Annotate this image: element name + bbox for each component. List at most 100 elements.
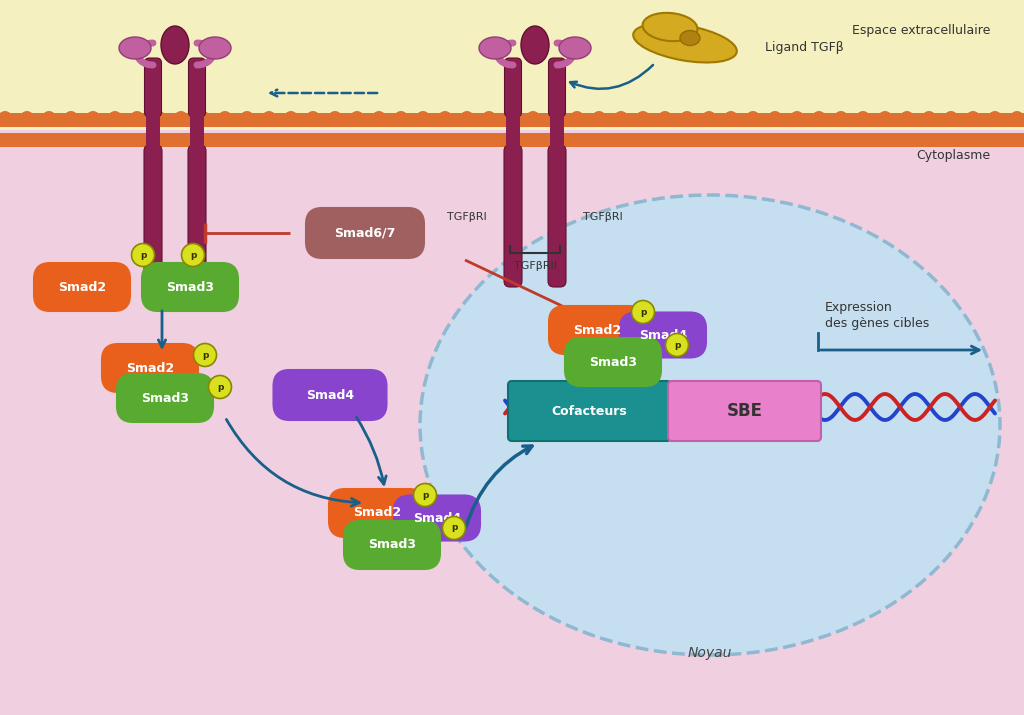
Circle shape: [284, 111, 298, 125]
Circle shape: [526, 133, 540, 147]
Circle shape: [548, 111, 562, 125]
Ellipse shape: [559, 37, 591, 59]
FancyBboxPatch shape: [117, 374, 213, 422]
Circle shape: [42, 133, 56, 147]
Circle shape: [570, 111, 584, 125]
Circle shape: [218, 133, 232, 147]
FancyBboxPatch shape: [273, 370, 386, 420]
Bar: [0, 113, 1024, 127]
Circle shape: [636, 111, 650, 125]
Circle shape: [966, 111, 980, 125]
Circle shape: [632, 300, 654, 323]
FancyBboxPatch shape: [306, 208, 424, 258]
Text: p: p: [640, 307, 646, 317]
Circle shape: [636, 133, 650, 147]
Circle shape: [614, 111, 628, 125]
Bar: [146, 95, 160, 150]
Circle shape: [240, 111, 254, 125]
Circle shape: [20, 111, 34, 125]
Circle shape: [350, 133, 364, 147]
Circle shape: [482, 133, 496, 147]
Circle shape: [988, 133, 1002, 147]
FancyBboxPatch shape: [549, 58, 565, 117]
Circle shape: [152, 111, 166, 125]
Bar: [190, 95, 204, 150]
Circle shape: [570, 133, 584, 147]
Circle shape: [20, 133, 34, 147]
Circle shape: [438, 133, 452, 147]
Circle shape: [878, 111, 892, 125]
Circle shape: [702, 133, 716, 147]
Text: p: p: [451, 523, 457, 533]
Text: p: p: [674, 340, 680, 350]
Circle shape: [922, 111, 936, 125]
Circle shape: [768, 133, 782, 147]
Circle shape: [460, 111, 474, 125]
Ellipse shape: [119, 37, 151, 59]
Text: p: p: [189, 250, 197, 260]
Circle shape: [181, 244, 205, 267]
Text: Smad2: Smad2: [353, 506, 401, 520]
Text: Smad4: Smad4: [639, 328, 687, 342]
Circle shape: [504, 111, 518, 125]
Circle shape: [131, 244, 155, 267]
Circle shape: [306, 133, 321, 147]
Circle shape: [0, 133, 12, 147]
Circle shape: [328, 111, 342, 125]
Bar: [0, 0, 1024, 130]
Circle shape: [108, 133, 122, 147]
Circle shape: [194, 343, 216, 367]
FancyArrowPatch shape: [356, 418, 386, 484]
Circle shape: [658, 133, 672, 147]
Circle shape: [86, 133, 100, 147]
Circle shape: [548, 133, 562, 147]
Circle shape: [944, 111, 958, 125]
Text: Smad4: Smad4: [413, 511, 461, 525]
Text: Smad3: Smad3: [166, 280, 214, 293]
Circle shape: [262, 111, 276, 125]
Text: Smad2: Smad2: [573, 323, 622, 337]
Circle shape: [240, 133, 254, 147]
Circle shape: [65, 133, 78, 147]
Circle shape: [1010, 133, 1024, 147]
Bar: [550, 95, 564, 150]
Circle shape: [350, 111, 364, 125]
Ellipse shape: [643, 13, 697, 41]
FancyBboxPatch shape: [188, 145, 206, 287]
Circle shape: [108, 111, 122, 125]
FancyArrowPatch shape: [226, 420, 359, 506]
Circle shape: [944, 133, 958, 147]
FancyBboxPatch shape: [329, 489, 425, 537]
Circle shape: [460, 133, 474, 147]
Text: Smad3: Smad3: [589, 355, 637, 368]
Text: Expression
des gènes cibles: Expression des gènes cibles: [825, 300, 929, 330]
Bar: [506, 95, 520, 150]
FancyBboxPatch shape: [394, 495, 480, 541]
Circle shape: [790, 133, 804, 147]
Text: p: p: [202, 350, 208, 360]
Text: Ligand TGFβ: Ligand TGFβ: [765, 41, 844, 54]
Circle shape: [592, 111, 606, 125]
Text: Smad3: Smad3: [141, 392, 189, 405]
Text: TGFβRI: TGFβRI: [447, 212, 487, 222]
Circle shape: [658, 111, 672, 125]
Circle shape: [768, 111, 782, 125]
Circle shape: [834, 133, 848, 147]
Circle shape: [1010, 111, 1024, 125]
Circle shape: [526, 111, 540, 125]
Circle shape: [218, 111, 232, 125]
FancyBboxPatch shape: [504, 145, 522, 287]
Text: TGFβRII: TGFβRII: [513, 261, 556, 271]
Ellipse shape: [199, 37, 231, 59]
FancyBboxPatch shape: [620, 312, 706, 358]
Circle shape: [680, 133, 694, 147]
Circle shape: [438, 111, 452, 125]
Circle shape: [790, 111, 804, 125]
Bar: [0, 130, 1024, 715]
Ellipse shape: [521, 26, 549, 64]
Circle shape: [196, 111, 210, 125]
Circle shape: [680, 111, 694, 125]
FancyBboxPatch shape: [344, 521, 440, 569]
Text: Smad2: Smad2: [58, 280, 106, 293]
Ellipse shape: [479, 37, 511, 59]
